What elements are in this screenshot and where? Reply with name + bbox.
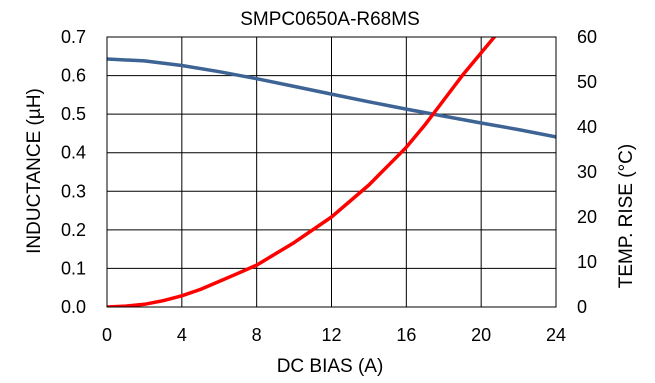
x-axis-label: DC BIAS (A) — [277, 356, 384, 377]
y2-tick-label: 20 — [577, 207, 597, 227]
x-tick-label: 24 — [546, 325, 566, 345]
y2-tick-label: 40 — [577, 117, 597, 137]
y2-tick-label: 0 — [577, 297, 587, 317]
y-tick-label: 0.0 — [61, 297, 86, 317]
y-tick-label: 0.1 — [61, 258, 86, 278]
y2-tick-label: 60 — [577, 27, 597, 47]
x-tick-label: 4 — [177, 325, 187, 345]
temp-rise-line — [107, 37, 497, 307]
y2-tick-label: 30 — [577, 162, 597, 182]
y-tick-label: 0.2 — [61, 220, 86, 240]
y-tick-label: 0.4 — [61, 143, 86, 163]
y-axis-label: INDUCTANCE (µH) — [24, 88, 45, 254]
x-tick-label: 0 — [102, 325, 112, 345]
tick-labels: 0 4 8 12 16 20 24 0.0 0.1 0.2 0.3 0.4 0.5 0.6 0.7 0 10 20… — [61, 27, 597, 345]
x-tick-label: 16 — [396, 325, 416, 345]
inductance-line — [107, 57, 556, 139]
y-tick-label: 0.7 — [61, 27, 86, 47]
plot-frame — [106, 36, 557, 308]
chart-title: SMPC0650A-R68MS — [240, 9, 420, 30]
y2-axis-label: TEMP. RISE (°C) — [616, 144, 637, 289]
x-tick-label: 20 — [471, 325, 491, 345]
x-tick-label: 12 — [321, 325, 341, 345]
series-group — [107, 37, 556, 307]
y2-tick-label: 10 — [577, 252, 597, 272]
y-tick-label: 0.3 — [61, 181, 86, 201]
grid — [107, 37, 556, 307]
x-tick-label: 8 — [252, 325, 262, 345]
y-tick-label: 0.5 — [61, 104, 86, 124]
y-tick-label: 0.6 — [61, 66, 86, 86]
y2-tick-label: 50 — [577, 72, 597, 92]
